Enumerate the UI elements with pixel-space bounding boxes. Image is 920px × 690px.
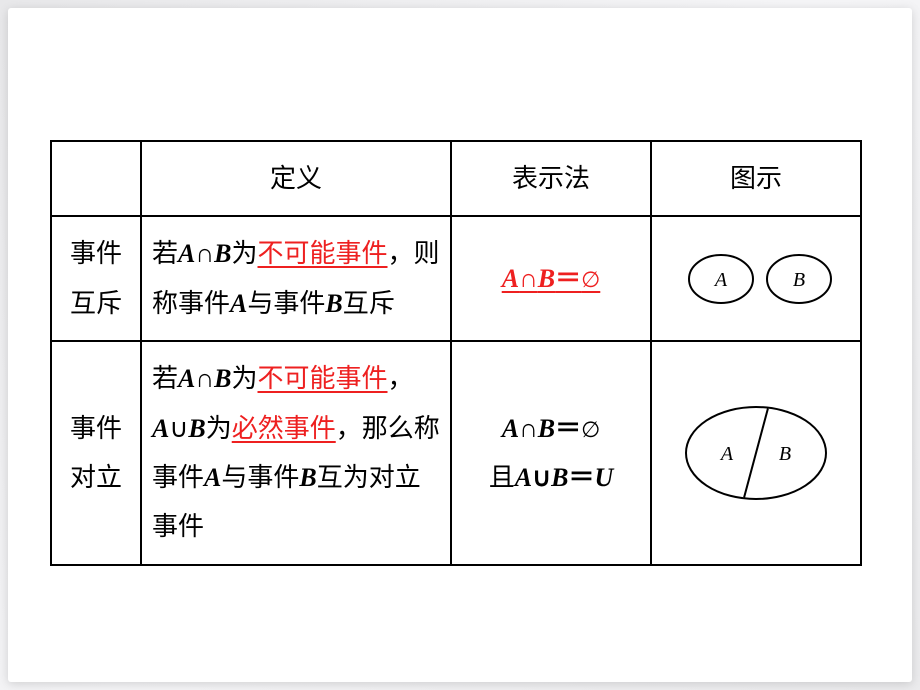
row2-diagram: A B <box>651 341 861 565</box>
diagram-label-a: A <box>713 269 728 291</box>
notation-b2: B <box>551 463 568 492</box>
var-b: B <box>299 463 316 492</box>
row1-diagram: A B <box>651 216 861 341</box>
var-b: B <box>188 414 205 443</box>
row1-name: 事件 互斥 <box>51 216 141 341</box>
row2-name-line2: 对立 <box>70 463 122 492</box>
notation-line1: A∩B＝∅ <box>462 404 640 453</box>
def-text: 与事件 <box>221 463 299 492</box>
var-b: B <box>214 364 231 393</box>
diagram-label-a: A <box>719 443 734 465</box>
def-text: 为 <box>206 414 232 443</box>
var-a: A <box>178 364 195 393</box>
header-definition: 定义 <box>141 141 451 216</box>
notation-b: B <box>538 414 555 443</box>
events-table: 定义 表示法 图示 事件 互斥 若A∩B为不可能事件，则称事件A与事件B互斥 A… <box>50 140 862 566</box>
notation-eq: ＝ <box>555 264 581 293</box>
var-a: A <box>178 239 195 268</box>
def-text: 与事件 <box>247 289 325 318</box>
header-diagram: 图示 <box>651 141 861 216</box>
diagram-label-b: B <box>793 269 805 291</box>
notation-line2: 且A∪B＝U <box>462 453 640 502</box>
row2-definition: 若A∩B为不可能事件，A∪B为必然事件，那么称事件A与事件B互为对立事件 <box>141 341 451 565</box>
def-text: 若 <box>152 364 178 393</box>
notation-a: A <box>502 414 519 443</box>
row1-name-line1: 事件 <box>70 239 122 268</box>
def-text: ， <box>388 364 414 393</box>
diagram-label-b: B <box>779 443 791 465</box>
op-cap: ∩ <box>195 239 214 268</box>
def-text: 为 <box>231 364 257 393</box>
notation-a2: A <box>515 463 532 492</box>
def-text: 若 <box>152 239 178 268</box>
notation-empty: ∅ <box>581 417 600 442</box>
var-a: A <box>152 414 169 443</box>
def-red-underline: 不可能事件 <box>258 364 388 393</box>
table-row: 事件 对立 若A∩B为不可能事件，A∪B为必然事件，那么称事件A与事件B互为对立… <box>51 341 861 565</box>
row2-name-line1: 事件 <box>70 414 122 443</box>
def-red-underline: 不可能事件 <box>258 239 388 268</box>
table-header-row: 定义 表示法 图示 <box>51 141 861 216</box>
notation-eq: ＝ <box>555 414 581 443</box>
row2-notation: A∩B＝∅ 且A∪B＝U <box>451 341 651 565</box>
row1-name-line2: 互斥 <box>70 289 122 318</box>
notation-eq2: ＝ <box>568 463 594 492</box>
def-text: 为 <box>231 239 257 268</box>
notation-cap: ∩ <box>519 414 538 443</box>
row1-definition: 若A∩B为不可能事件，则称事件A与事件B互斥 <box>141 216 451 341</box>
notation-and: 且 <box>489 463 515 492</box>
row2-name: 事件 对立 <box>51 341 141 565</box>
notation-b: B <box>538 264 555 293</box>
table-row: 事件 互斥 若A∩B为不可能事件，则称事件A与事件B互斥 A∩B＝∅ A B <box>51 216 861 341</box>
op-cap: ∩ <box>195 364 214 393</box>
notation-empty: ∅ <box>581 267 600 292</box>
var-a: A <box>230 289 247 318</box>
notation-cup: ∪ <box>532 463 551 492</box>
def-red-underline: 必然事件 <box>232 414 336 443</box>
def-text: 互斥 <box>343 289 395 318</box>
header-notation: 表示法 <box>451 141 651 216</box>
venn-disjoint-icon: A B <box>671 243 841 315</box>
op-cup: ∪ <box>169 414 188 443</box>
notation-a: A <box>502 264 519 293</box>
header-blank <box>51 141 141 216</box>
notation-u: U <box>594 463 613 492</box>
var-b: B <box>325 289 342 318</box>
row1-notation: A∩B＝∅ <box>451 216 651 341</box>
venn-complement-icon: A B <box>671 398 841 508</box>
var-a: A <box>204 463 221 492</box>
notation-underline: A∩B＝∅ <box>502 264 601 293</box>
var-b: B <box>214 239 231 268</box>
notation-cap: ∩ <box>519 264 538 293</box>
